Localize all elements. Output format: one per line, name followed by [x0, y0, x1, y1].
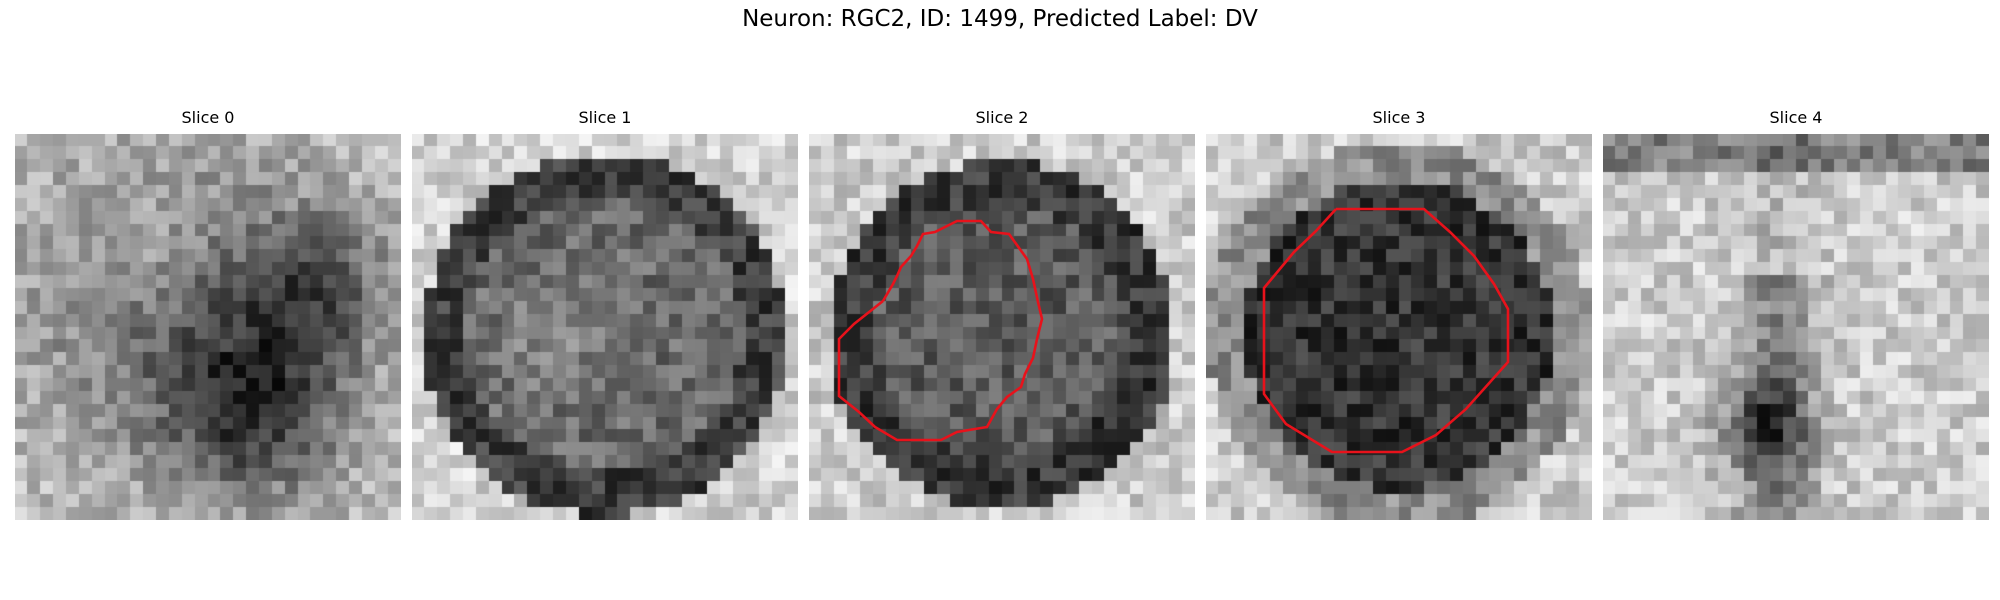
roi-contour-line [837, 219, 1044, 442]
slice-title: Slice 0 [181, 108, 235, 127]
slice-title: Slice 2 [975, 108, 1029, 127]
slice-image [412, 134, 798, 520]
roi-contour-line [1262, 207, 1510, 454]
figure-title: Neuron: RGC2, ID: 1499, Predicted Label:… [742, 6, 1258, 32]
slice-image [1206, 134, 1592, 520]
slice-title: Slice 4 [1769, 108, 1823, 127]
slice-image [1603, 134, 1989, 520]
slice-title: Slice 3 [1372, 108, 1426, 127]
roi-contour [837, 219, 1044, 442]
slice-image [809, 134, 1195, 520]
slice-image [15, 134, 401, 520]
roi-contour [1262, 207, 1510, 454]
slice-title: Slice 1 [578, 108, 632, 127]
